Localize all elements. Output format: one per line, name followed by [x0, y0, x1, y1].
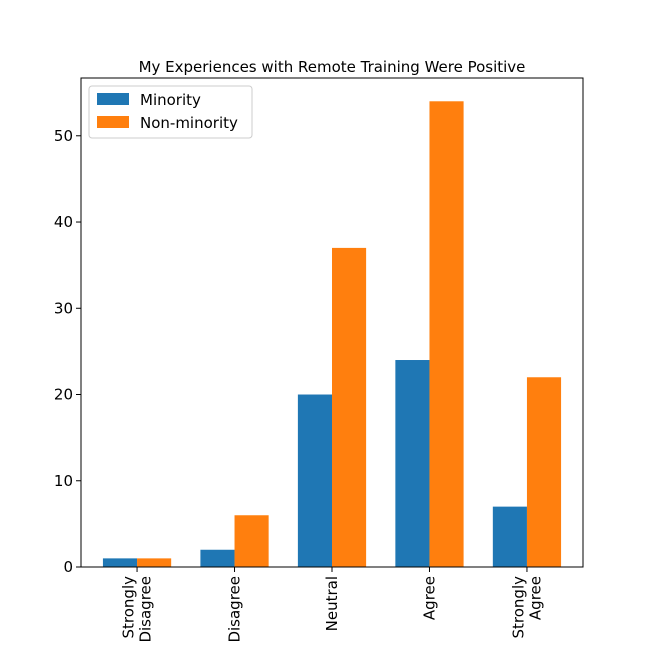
bar-non-minority-1 [234, 515, 269, 567]
x-tick-label: Disagree [226, 576, 244, 643]
x-axis: Strongly Disagree Disagree Neutral Agree Stro… [120, 567, 544, 643]
bar-minority-1 [200, 549, 235, 567]
x-tick-label-line: Disagree [226, 576, 244, 643]
x-tick-label-line: Disagree [137, 576, 155, 643]
bar-non-minority-3 [429, 101, 464, 568]
legend-label: Minority [140, 91, 201, 109]
bar-non-minority-4 [526, 377, 562, 567]
y-tick-label: 30 [54, 299, 73, 317]
bar-minority-4 [492, 506, 527, 567]
y-tick-label: 40 [54, 213, 73, 231]
bar-minority-3 [395, 360, 430, 567]
x-tick-label-line: Strongly [120, 576, 138, 639]
bars-group [102, 101, 562, 568]
bar-non-minority-0 [137, 558, 172, 567]
x-tick-label-line: Neutral [323, 576, 341, 631]
y-tick-label: 0 [63, 558, 73, 576]
x-tick-label: Strongly Disagree [120, 576, 155, 643]
legend-label: Non-minority [140, 114, 238, 132]
y-tick-label: 50 [54, 127, 73, 145]
x-tick-label-line: Strongly [509, 576, 527, 639]
y-axis: 0 10 20 30 40 50 [54, 127, 81, 576]
y-tick-label: 20 [54, 386, 73, 404]
x-tick-label-line: Agree [526, 576, 544, 620]
x-tick-label: Neutral [323, 576, 341, 631]
bar-minority-2 [297, 394, 332, 567]
bar-non-minority-2 [332, 247, 367, 567]
x-tick-label-line: Agree [420, 576, 438, 620]
legend-box [88, 85, 253, 139]
legend: Minority Non-minority [88, 85, 253, 139]
legend-swatch [97, 93, 129, 105]
legend-swatch [97, 116, 129, 128]
x-tick-label: Strongly Agree [509, 576, 544, 639]
bar-minority-0 [102, 558, 138, 567]
x-tick-label: Agree [420, 576, 438, 620]
y-tick-label: 10 [54, 472, 73, 490]
chart-title: My Experiences with Remote Training Were… [139, 58, 526, 76]
